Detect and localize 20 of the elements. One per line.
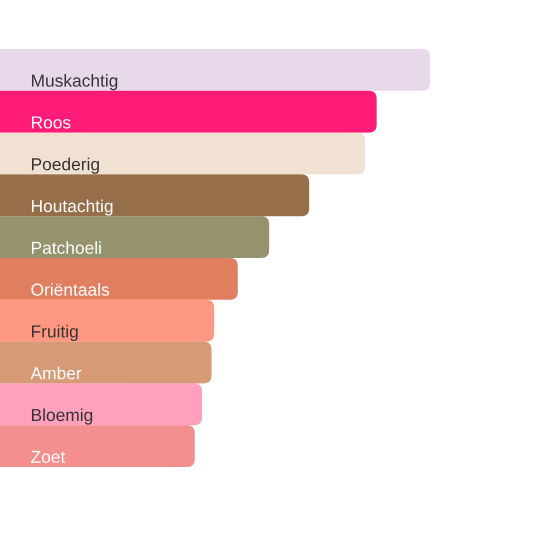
bar <box>0 258 238 300</box>
y-tick-label: Poederig <box>32 158 99 174</box>
bar <box>0 342 212 384</box>
y-tick-label: Zoet <box>31 450 66 463</box>
bar <box>0 49 430 91</box>
y-tick-label: Fruitig <box>32 324 78 342</box>
y-tick-label: Amber <box>30 366 82 380</box>
bar <box>0 216 270 258</box>
bar <box>0 90 377 133</box>
y-tick-label: Oriëntaals <box>31 283 110 296</box>
y-tick-label: Patchoeli <box>32 241 101 254</box>
bar <box>0 300 214 342</box>
bar <box>0 383 202 426</box>
bar <box>0 174 310 216</box>
y-tick-label: Houtachtig <box>32 199 112 216</box>
y-tick-label: Bloemig <box>32 408 92 425</box>
y-tick-label: Roos <box>32 116 70 129</box>
bar <box>0 132 366 174</box>
bar <box>0 425 195 467</box>
y-tick-label: Muskachtig <box>32 74 118 90</box>
